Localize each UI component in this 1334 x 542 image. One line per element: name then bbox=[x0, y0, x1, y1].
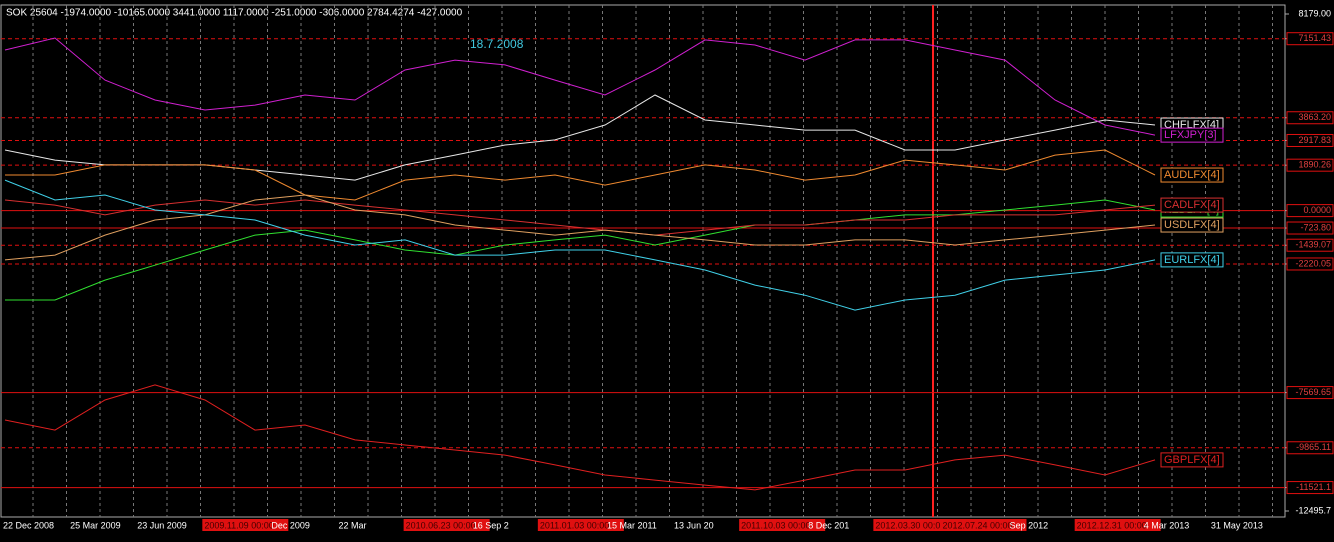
x-tick-label: 23 Jun 2009 bbox=[137, 520, 187, 530]
legend-label: GBPLFX[4] bbox=[1164, 454, 1220, 466]
y-label-box bbox=[1286, 386, 1334, 400]
x-tick-label: 2012.03.30 00:00 bbox=[875, 520, 945, 530]
legend-box bbox=[1160, 252, 1224, 268]
legend-label: USDLFX[4] bbox=[1164, 219, 1220, 231]
legend-label: AUDLFX[4] bbox=[1164, 169, 1220, 181]
legend-label: LFXJPY[3] bbox=[1164, 129, 1217, 141]
series-line bbox=[4, 179, 1156, 311]
x-label-box bbox=[537, 519, 624, 531]
legend-box bbox=[1160, 127, 1224, 143]
x-tick-label: 15 Mar 2011 bbox=[607, 520, 657, 530]
x-tick-label: 8 Dec 201 bbox=[808, 520, 849, 530]
series-line bbox=[5, 199, 1156, 301]
series-line bbox=[4, 194, 1156, 261]
y-tick-label: -1439.07 bbox=[1295, 240, 1331, 250]
y-tick-label: -723.80 bbox=[1300, 222, 1331, 232]
legend-box bbox=[1160, 167, 1224, 183]
x-tick-label: Sep 2012 bbox=[1010, 520, 1049, 530]
y-label-box bbox=[1286, 133, 1334, 147]
x-tick-label: 16 Sep 2 bbox=[473, 520, 509, 530]
y-label-box bbox=[1286, 481, 1334, 495]
x-label-box bbox=[202, 519, 289, 531]
x-tick-label: Dec 2009 bbox=[271, 520, 310, 530]
x-tick-label: 2011.01.03 00:00 bbox=[540, 520, 609, 530]
y-tick-label: -7569.65 bbox=[1295, 387, 1331, 397]
y-tick-label: 0.0000 bbox=[1303, 205, 1331, 215]
x-tick-label: 2012.07.24 00:00 bbox=[942, 520, 1012, 530]
y-label-box bbox=[1286, 257, 1334, 271]
x-label-box bbox=[739, 519, 826, 531]
legend-box bbox=[1160, 197, 1224, 213]
series-line bbox=[4, 384, 1156, 491]
y-tick-label: -9865.11 bbox=[1296, 442, 1331, 452]
y-tick-label: 2917.83 bbox=[1298, 135, 1331, 145]
x-tick-label: 2009.11.09 00:00 bbox=[204, 520, 273, 530]
y-label-box bbox=[1286, 158, 1334, 172]
legend-box bbox=[1160, 217, 1224, 233]
series-line bbox=[4, 37, 1156, 136]
y-tick-label: 7151.43 bbox=[1298, 33, 1331, 43]
x-label-box bbox=[873, 519, 960, 531]
x-tick-label: 22 Mar bbox=[339, 520, 367, 530]
plot-frame bbox=[0, 4, 1286, 518]
y-label-box bbox=[1286, 441, 1334, 455]
x-label-box bbox=[1074, 519, 1161, 531]
legend-box bbox=[1160, 452, 1224, 468]
x-tick-label: 2011.10.03 00:00 bbox=[741, 520, 810, 530]
annotation: 18.7.2008 bbox=[470, 37, 524, 51]
x-tick-label: 25 Mar 2009 bbox=[70, 520, 121, 530]
legend-label: EURLFX[4] bbox=[1164, 254, 1220, 266]
series-line bbox=[4, 199, 1156, 236]
x-tick-label: 22 Dec 2008 bbox=[3, 520, 54, 530]
series-line bbox=[5, 149, 1156, 201]
x-tick-label: 2012.12.31 00:00 bbox=[1077, 520, 1147, 530]
y-label-box bbox=[1286, 221, 1334, 235]
x-tick-label: 13 Jun 20 bbox=[674, 520, 714, 530]
y-label-box bbox=[1286, 204, 1334, 218]
y-tick-label: -12495.7 bbox=[1295, 505, 1331, 515]
y-tick-label: -11521.1 bbox=[1296, 482, 1331, 492]
y-tick-label: 3863.20 bbox=[1298, 112, 1331, 122]
x-label-box bbox=[403, 519, 490, 531]
y-label-box bbox=[1286, 32, 1334, 46]
x-tick-label: 2010.06.23 00:00 bbox=[406, 520, 476, 530]
x-tick-label: 4 Mar 2013 bbox=[1144, 520, 1190, 530]
y-label-box bbox=[1286, 238, 1334, 252]
x-tick-label: 31 May 2013 bbox=[1211, 520, 1263, 530]
y-label-box bbox=[1286, 111, 1334, 125]
y-tick-label: 8179.00 bbox=[1298, 8, 1331, 18]
legend-label: CADLFX[4] bbox=[1164, 199, 1220, 211]
y-tick-label: 1890.26 bbox=[1298, 160, 1331, 170]
x-label-box bbox=[940, 519, 1027, 531]
y-tick-label: -2220.05 bbox=[1295, 258, 1331, 268]
